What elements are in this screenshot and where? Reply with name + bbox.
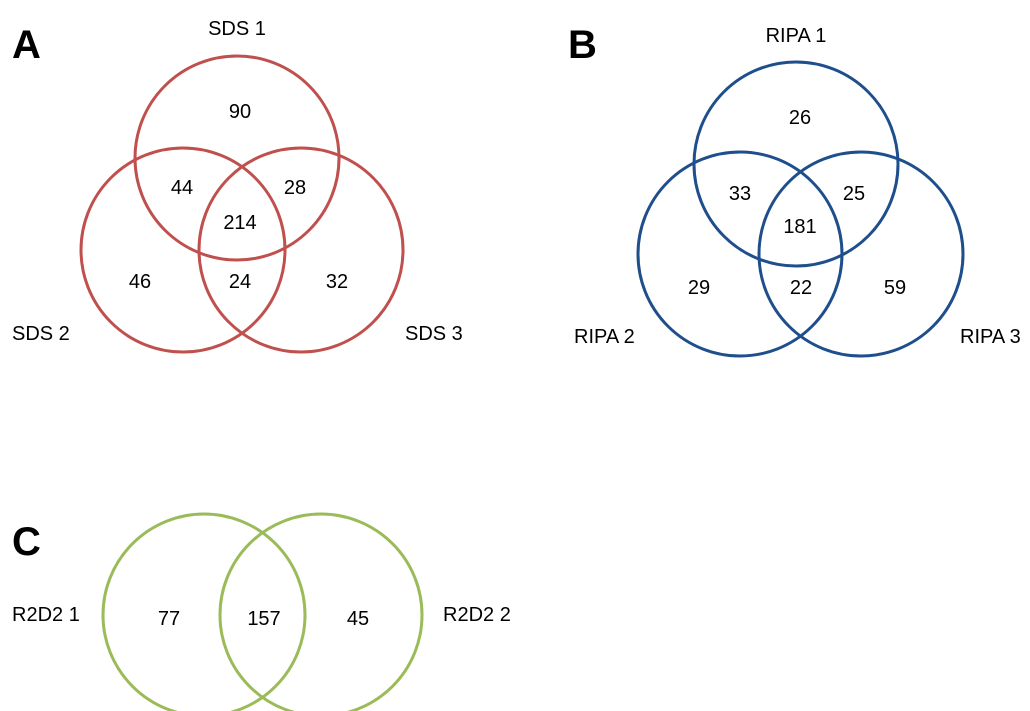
panel-b: B RIPA 1 RIPA 2 RIPA 3 26 33 25 181 29 2…: [568, 23, 1021, 358]
count-sds-all: 214: [223, 212, 256, 234]
count-sds-3-only: 32: [326, 271, 348, 293]
panel-b-letter: B: [568, 23, 597, 67]
count-sds-1-2: 44: [171, 177, 193, 199]
set-label-ripa-3: RIPA 3: [960, 326, 1021, 348]
venn-circle-r2d2-2: [218, 512, 424, 711]
count-ripa-1-only: 26: [789, 107, 811, 129]
count-r2d2-2-only: 45: [347, 608, 369, 630]
count-r2d2-1-only: 77: [158, 608, 180, 630]
count-ripa-1-3: 25: [843, 183, 865, 205]
count-sds-1-only: 90: [229, 101, 251, 123]
count-r2d2-both: 157: [247, 608, 280, 630]
count-sds-2-3: 24: [229, 271, 251, 293]
count-ripa-2-3: 22: [790, 277, 812, 299]
count-sds-1-3: 28: [284, 177, 306, 199]
set-label-sds-1: SDS 1: [208, 18, 266, 40]
panel-a-letter: A: [12, 23, 41, 67]
panel-c: C R2D2 1 R2D2 2 77 157 45: [12, 512, 511, 711]
panel-a: A SDS 1 SDS 2 SDS 3 90 44 28 214 46 24 3…: [12, 18, 463, 354]
venn-circle-sds-2: [79, 146, 287, 354]
panel-c-letter: C: [12, 520, 41, 564]
set-label-sds-3: SDS 3: [405, 323, 463, 345]
venn-circle-sds-3: [197, 146, 405, 354]
count-ripa-2-only: 29: [688, 277, 710, 299]
count-sds-2-only: 46: [129, 271, 151, 293]
venn-circle-sds-1: [133, 54, 341, 262]
count-ripa-1-2: 33: [729, 183, 751, 205]
set-label-ripa-2: RIPA 2: [574, 326, 635, 348]
set-label-ripa-1: RIPA 1: [766, 25, 827, 47]
venn-circle-ripa-2: [636, 150, 844, 358]
count-ripa-all: 181: [783, 216, 816, 238]
set-label-sds-2: SDS 2: [12, 323, 70, 345]
venn-circle-ripa-3: [757, 150, 965, 358]
set-label-r2d2-1: R2D2 1: [12, 604, 80, 626]
set-label-r2d2-2: R2D2 2: [443, 604, 511, 626]
count-ripa-3-only: 59: [884, 277, 906, 299]
venn-circle-r2d2-1: [101, 512, 307, 711]
